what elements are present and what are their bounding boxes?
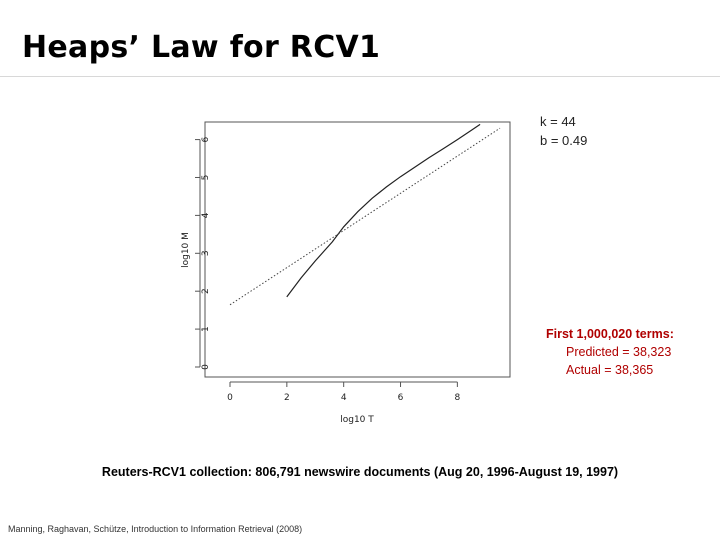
y-tick-label: 1 <box>201 326 211 332</box>
plot-frame <box>204 121 511 378</box>
title-divider <box>0 76 720 77</box>
y-tick-label: 6 <box>201 136 211 142</box>
y-tick-label: 0 <box>201 364 211 370</box>
callout-actual: Actual = 38,365 <box>566 363 654 377</box>
callout-predicted: Predicted = 38,323 <box>566 345 672 359</box>
y-tick-label: 4 <box>201 212 211 218</box>
x-tick-label: 8 <box>455 393 461 403</box>
series-layer <box>229 123 501 306</box>
heaps-parameters: k = 44 b = 0.49 <box>540 112 587 150</box>
y-tick-label: 3 <box>201 250 211 256</box>
x-tick-label: 2 <box>284 393 290 403</box>
slide-title: Heaps’ Law for RCV1 <box>22 30 381 65</box>
prediction-callout: First 1,000,020 terms: Predicted = 38,32… <box>546 325 674 379</box>
x-tick-label: 0 <box>227 393 233 403</box>
x-tick-label: 4 <box>341 393 347 403</box>
y-tick-label: 2 <box>201 288 211 294</box>
collection-caption: Reuters-RCV1 collection: 806,791 newswir… <box>101 465 619 479</box>
observed-vocabulary-line <box>286 123 481 298</box>
param-k: k = 44 <box>540 114 576 129</box>
fit-line-dotted <box>229 127 501 306</box>
y-axis-label: log10 M <box>181 232 191 268</box>
citation-footer: Manning, Raghavan, Schütze, Introduction… <box>8 524 303 534</box>
y-axis: 0 1 2 3 4 5 6 <box>195 136 211 370</box>
x-axis: 0 2 4 6 8 <box>227 381 461 403</box>
x-tick-label: 6 <box>398 393 404 403</box>
x-axis-label: log10 T <box>340 415 374 425</box>
heaps-law-plot: 0 2 4 6 8 0 1 2 3 4 5 6 log10 T log10 M <box>181 121 511 425</box>
callout-heading: First 1,000,020 terms: <box>546 327 674 341</box>
y-tick-label: 5 <box>201 175 211 181</box>
param-b: b = 0.49 <box>540 133 588 148</box>
